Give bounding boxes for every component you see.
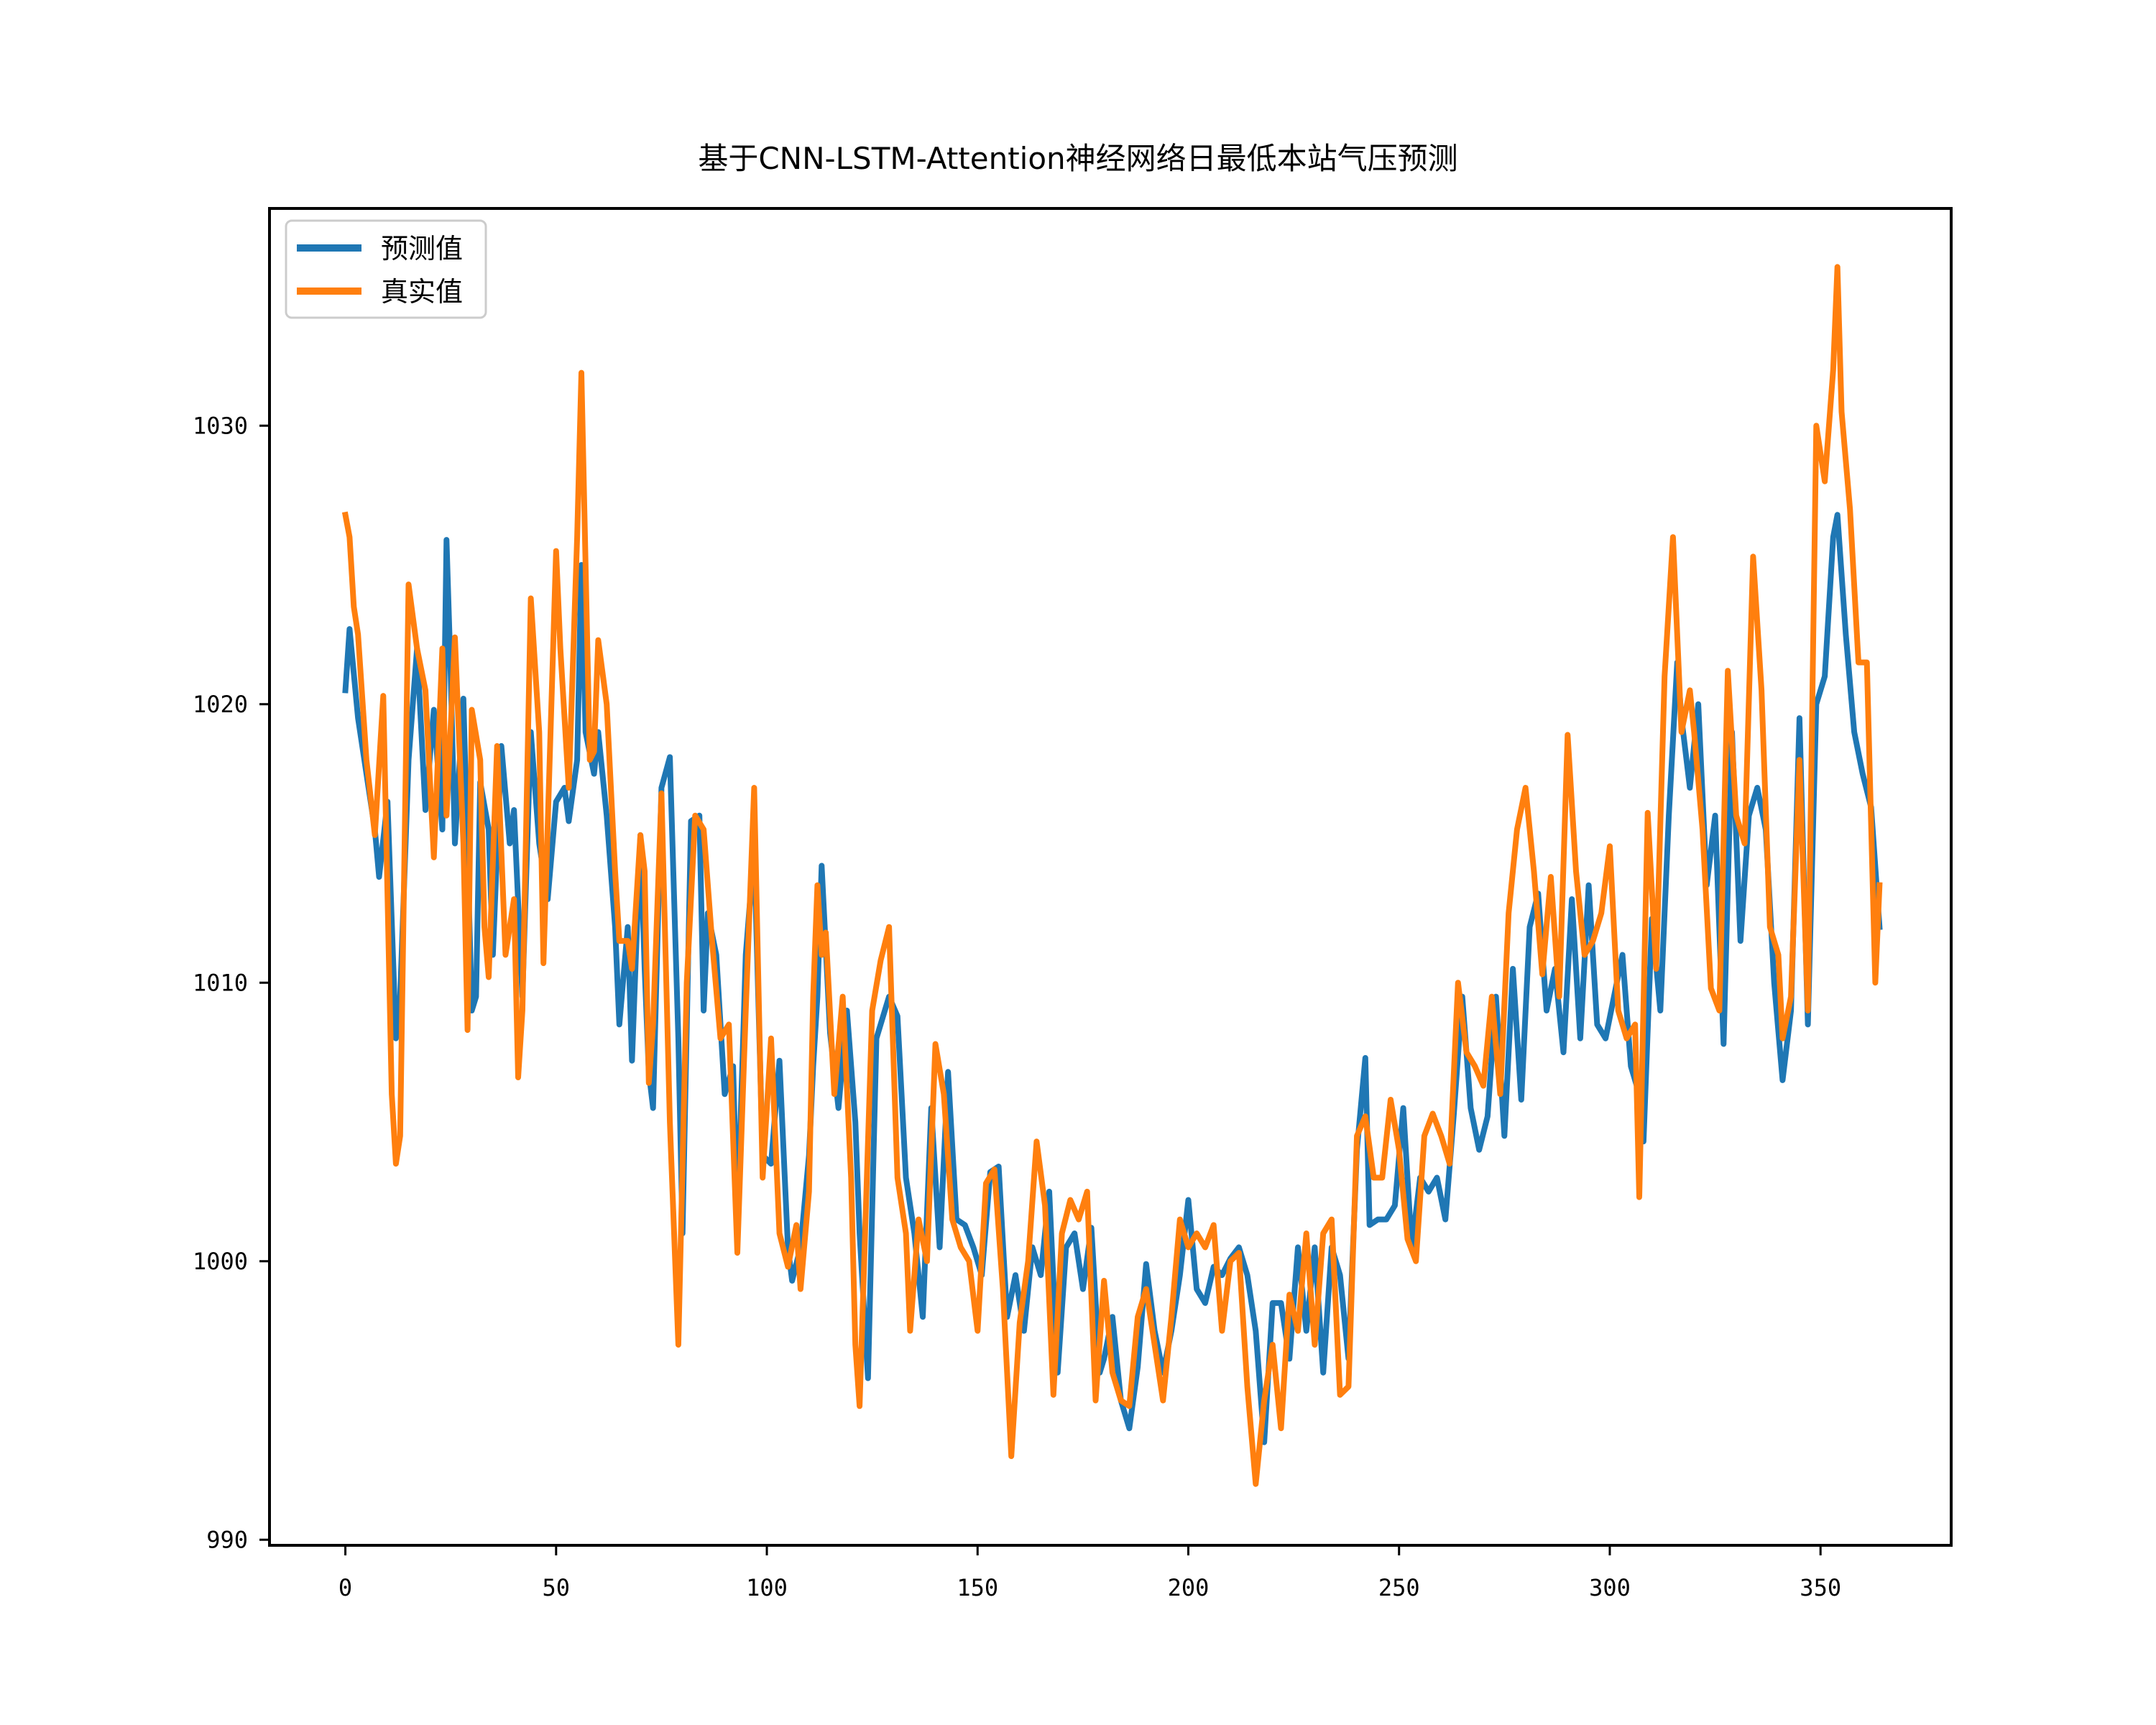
x-tick-label: 50 — [543, 1574, 571, 1601]
y-axis: 990 1000 1010 1020 1030 — [193, 412, 270, 1553]
series-line-1 — [341, 264, 1883, 1487]
chart-title: 基于CNN-LSTM-Attention神经网络日最低本站气压预测 — [698, 141, 1457, 176]
x-tick-label: 350 — [1800, 1574, 1841, 1601]
legend-label-predicted: 预测值 — [381, 233, 463, 264]
plot-area: 0 50 100 150 200 250 300 350 990 1000 1010 1020 103… — [193, 207, 1953, 1601]
series-layer — [341, 264, 1883, 1487]
y-tick-label: 1030 — [193, 412, 248, 439]
x-tick-label: 250 — [1378, 1574, 1420, 1601]
y-tick-label: 1020 — [193, 691, 248, 718]
x-tick-label: 300 — [1589, 1574, 1631, 1601]
x-tick-label: 100 — [746, 1574, 788, 1601]
y-tick-label: 1010 — [193, 969, 248, 996]
plot-frame — [268, 207, 1953, 1547]
x-tick-label: 200 — [1168, 1574, 1210, 1601]
y-tick-label: 990 — [206, 1526, 248, 1553]
y-tick-label: 1000 — [193, 1248, 248, 1275]
x-tick-label: 0 — [338, 1574, 352, 1601]
legend-label-actual: 真实值 — [381, 276, 463, 308]
series-line-0 — [342, 512, 1883, 1445]
x-axis: 0 50 100 150 200 250 300 350 — [338, 1545, 1841, 1601]
x-tick-label: 150 — [957, 1574, 998, 1601]
legend: 预测值 真实值 — [285, 219, 487, 319]
